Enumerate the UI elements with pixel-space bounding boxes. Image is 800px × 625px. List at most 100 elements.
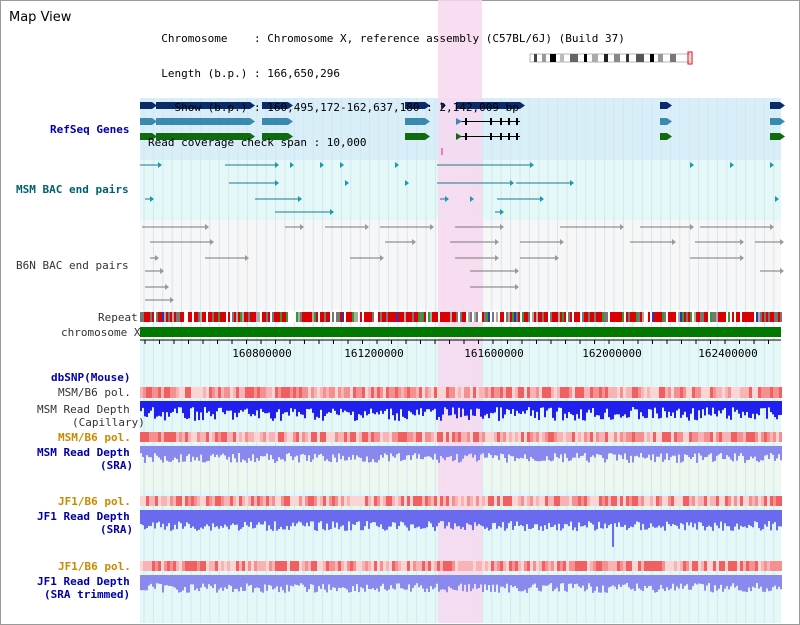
axis-tick-label: 161600000: [464, 347, 524, 360]
depth-bar: [420, 510, 422, 529]
msm-depth-capillary-track[interactable]: [140, 401, 782, 421]
jf1-depth-trim-label: JF1 Read Depth: [37, 575, 130, 588]
depth-bar: [350, 401, 352, 415]
depth-bar: [540, 510, 542, 527]
bac-pair-end: [690, 162, 694, 168]
msm-bac-label[interactable]: MSM BAC end pairs: [16, 183, 129, 196]
depth-bar: [352, 510, 354, 525]
dbsnp-label[interactable]: dbSNP(Mouse): [51, 371, 131, 384]
repeat-segment: [216, 312, 218, 322]
repeat-segment: [454, 312, 456, 322]
depth-bar: [586, 401, 588, 413]
msm-depth-sra-track[interactable]: [140, 446, 782, 463]
depth-bar: [282, 401, 284, 414]
pol-cell: [479, 496, 482, 506]
depth-bar: [656, 575, 658, 592]
depth-bar: [596, 446, 598, 454]
pol-cell: [233, 496, 236, 506]
pol-cell: [737, 561, 740, 571]
repeat-segment: [686, 312, 688, 322]
depth-bar: [646, 510, 648, 530]
pol-cell: [242, 432, 245, 442]
depth-bar: [594, 510, 596, 531]
depth-bar: [522, 446, 524, 459]
depth-bar: [228, 575, 230, 585]
pol-cell: [509, 561, 512, 571]
pol-cell: [431, 561, 434, 571]
depth-bar: [724, 575, 726, 589]
b6n-bac-label[interactable]: B6N BAC end pairs: [16, 259, 129, 272]
depth-bar: [736, 446, 738, 461]
depth-bar: [452, 575, 454, 590]
depth-bar: [142, 510, 144, 526]
msm-b6-pol-track-2[interactable]: [140, 432, 782, 442]
repeat-segment: [188, 312, 190, 322]
depth-bar: [158, 510, 160, 522]
depth-bar: [360, 510, 362, 531]
depth-bar: [206, 401, 208, 413]
gene-block: [140, 102, 152, 109]
jf1-b6-pol-track-1[interactable]: [140, 496, 782, 506]
repeat-segment: [616, 312, 618, 322]
depth-bar: [550, 575, 552, 584]
depth-bar: [600, 575, 602, 593]
depth-bar: [208, 510, 210, 527]
pol-cell: [527, 496, 530, 506]
depth-bar: [314, 575, 316, 593]
depth-bar: [282, 446, 284, 460]
msm-bac-track[interactable]: [140, 162, 779, 215]
depth-bar: [530, 446, 532, 457]
pol-cell: [599, 561, 602, 571]
pol-cell: [743, 496, 746, 506]
depth-bar: [150, 510, 152, 527]
pol-cell: [191, 496, 194, 506]
chromosome-bar[interactable]: [140, 327, 781, 337]
ideogram-band: [534, 54, 537, 62]
jf1-b6-pol-track-2[interactable]: [140, 561, 782, 571]
pol-cell: [701, 561, 704, 571]
jf1-depth-sra-track[interactable]: [140, 510, 782, 547]
depth-bar: [740, 401, 742, 418]
pol-cell: [716, 496, 719, 506]
pol-cell: [434, 561, 437, 571]
pol-cell: [707, 432, 710, 442]
refseq-label[interactable]: RefSeq Genes: [50, 123, 130, 136]
refseq-genes-track[interactable]: [140, 102, 785, 155]
repeat-segment: [342, 312, 344, 322]
depth-bar: [688, 401, 690, 421]
pol-cell: [374, 387, 377, 398]
pol-cell: [455, 432, 458, 442]
depth-bar: [592, 575, 594, 593]
depth-bar: [374, 401, 376, 415]
depth-bar: [726, 510, 728, 527]
repeat-segment: [460, 312, 462, 322]
repeat-track[interactable]: [140, 312, 782, 322]
depth-bar: [606, 510, 608, 529]
depth-bar: [568, 401, 570, 413]
depth-bar: [348, 575, 350, 593]
depth-bar: [640, 446, 642, 454]
jf1-depth-trimmed-track[interactable]: [140, 575, 782, 593]
pol-cell: [302, 561, 305, 571]
chromosome-ideogram[interactable]: [529, 51, 693, 65]
pol-cell: [143, 387, 146, 398]
pol-cell: [626, 561, 629, 571]
depth-bar: [246, 510, 248, 526]
msm-b6-pol-track-1[interactable]: [140, 387, 782, 398]
pol-cell: [758, 387, 761, 398]
pol-cell: [317, 432, 320, 442]
depth-bar: [552, 575, 554, 592]
depth-bar: [564, 510, 566, 524]
depth-bar: [260, 575, 262, 592]
pol-cell: [620, 561, 623, 571]
info-line-chromosome: Chromosome : Chromosome X, reference ass…: [148, 32, 625, 45]
depth-bar: [472, 575, 474, 589]
b6n-bac-track[interactable]: [142, 224, 784, 303]
depth-bar: [192, 446, 194, 457]
depth-bar: [374, 510, 376, 523]
depth-bar: [484, 575, 486, 585]
pol-cell: [281, 561, 284, 571]
depth-bar: [614, 510, 616, 524]
pol-cell: [446, 496, 449, 506]
